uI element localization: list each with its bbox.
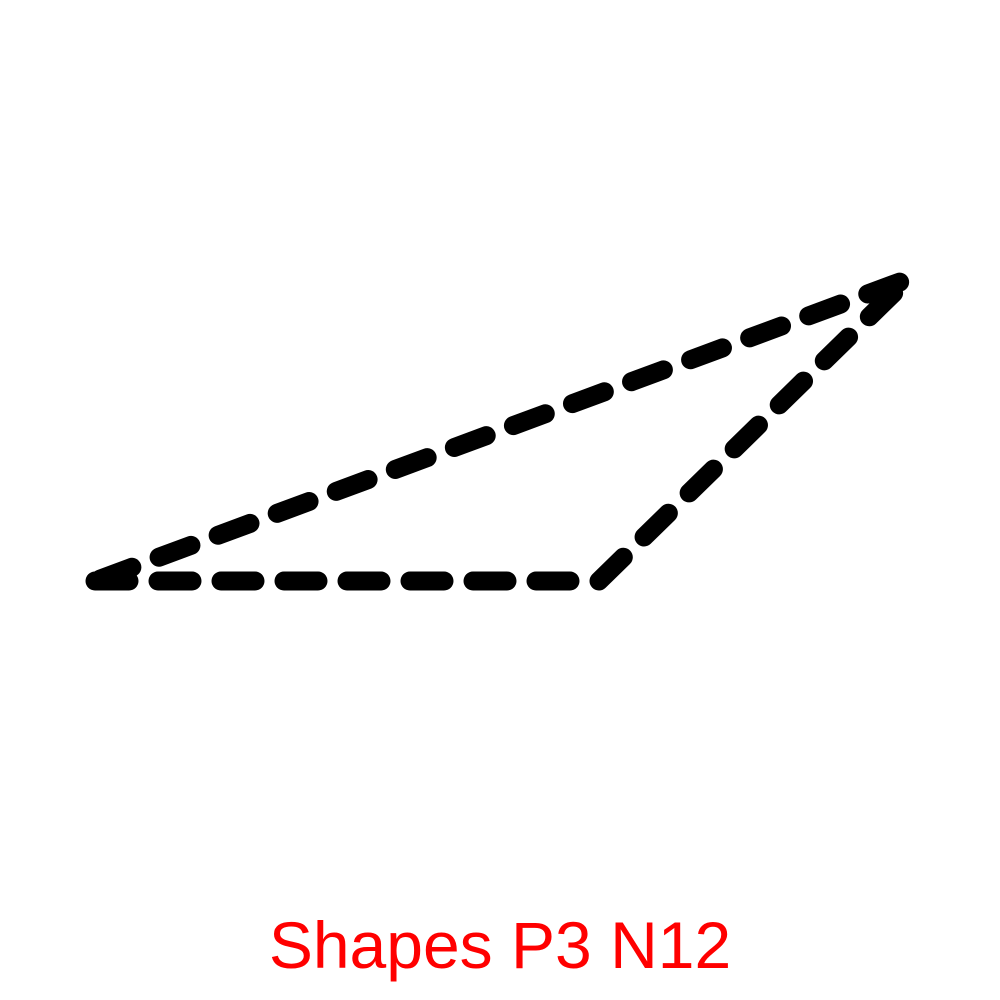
shape-caption: Shapes P3 N12 [268, 908, 732, 982]
dashed-triangle [85, 269, 918, 591]
